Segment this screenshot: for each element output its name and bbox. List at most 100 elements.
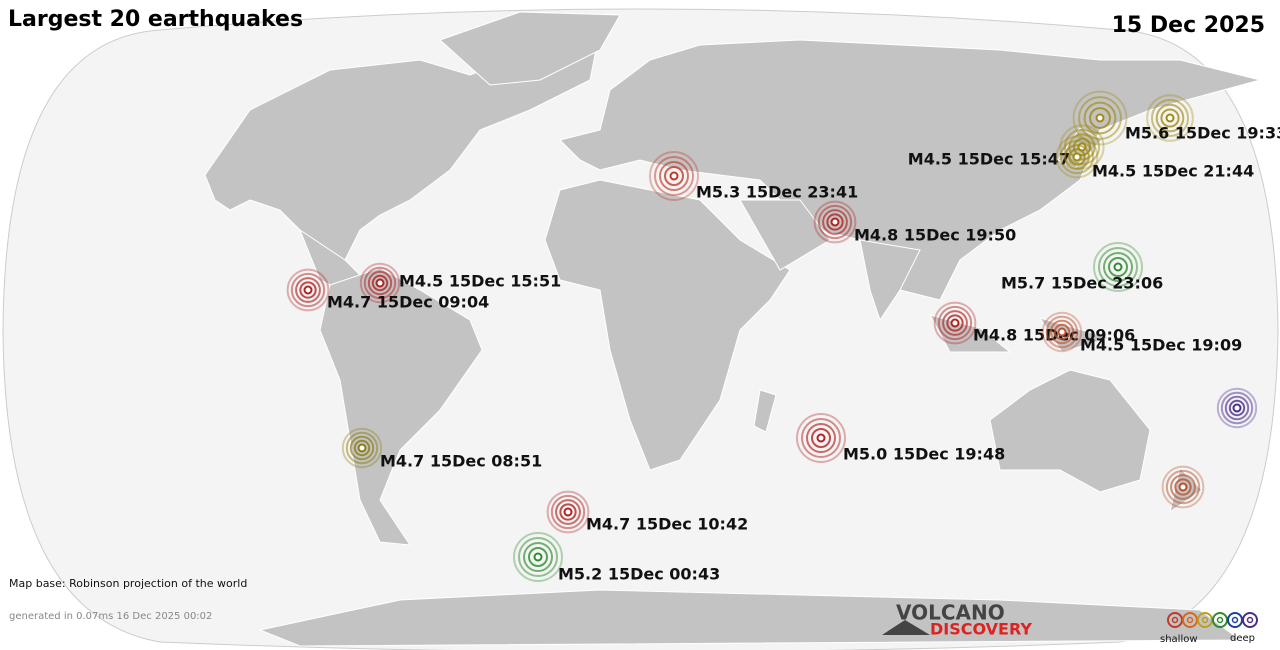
quake-label: M4.5 15Dec 15:47 <box>908 150 1070 169</box>
quake-ring <box>822 209 848 235</box>
quake-center <box>563 507 573 517</box>
quake-ring <box>1228 399 1246 417</box>
quake-center <box>1095 113 1105 123</box>
africa <box>544 179 791 471</box>
quake-ring <box>363 266 397 300</box>
quake-ring <box>1053 323 1071 341</box>
quake-ring <box>1078 96 1122 140</box>
quake-center <box>1178 482 1188 492</box>
quake-label: M5.3 15Dec 23:41 <box>696 183 858 202</box>
legend-swatch <box>1242 612 1258 628</box>
earthquakes: M5.6 15Dec 19:33 M4.5 15Dec 15:47 M4.5 15D… <box>286 90 1280 584</box>
quake-ring <box>826 213 844 231</box>
quake-label: M4.5 15Dec 21:44 <box>1092 162 1254 181</box>
quake-ring <box>1170 474 1196 500</box>
australia <box>989 369 1151 493</box>
arabia <box>739 199 831 271</box>
quake-ring <box>1055 135 1099 179</box>
quake-ring <box>555 499 581 525</box>
quake-ring <box>559 503 577 521</box>
quake-ring <box>664 166 684 186</box>
depth-legend <box>1167 612 1258 628</box>
quake-ring <box>801 418 841 458</box>
quake-center <box>1165 113 1175 123</box>
quake-ring <box>546 490 590 534</box>
quake-ring <box>813 200 857 244</box>
quake-center <box>830 217 840 227</box>
quake-ring <box>1093 242 1143 292</box>
quake-label: M4.7 15Dec 10:42 <box>586 515 748 534</box>
legend-deep: deep <box>1230 633 1255 644</box>
quake-ring <box>523 542 553 572</box>
quake-label: M4.5 15Dec 15:51 <box>399 272 561 291</box>
quake-ring <box>649 151 699 201</box>
title: Largest 20 earthquakes <box>8 7 303 32</box>
quake-ring <box>942 310 968 336</box>
quake-label: M4.5 15Dec 19:09 <box>1080 336 1242 355</box>
quake-ring <box>550 494 586 530</box>
legend-swatch-center <box>1171 616 1179 624</box>
quake-ring <box>1155 103 1185 133</box>
continents <box>204 11 1262 647</box>
madagascar <box>753 389 777 433</box>
quake-ring <box>1108 257 1128 277</box>
quake-center <box>1232 403 1242 413</box>
quake-ring <box>1098 247 1138 287</box>
legend-swatch-center <box>1201 616 1209 624</box>
legend-swatch-center <box>1246 616 1254 624</box>
legend-swatch <box>1227 612 1243 628</box>
quake-ring <box>817 204 853 240</box>
quake-ring <box>1089 107 1111 129</box>
eurasia <box>559 39 1262 301</box>
quake-ring <box>1083 101 1117 135</box>
logo-discovery[interactable]: DISCOVERY <box>930 620 1032 639</box>
legend-shallow: shallow <box>1160 634 1198 645</box>
quake-ring <box>295 277 321 303</box>
antarctica <box>258 589 1242 647</box>
quake-ring <box>1072 90 1128 146</box>
date: 15 Dec 2025 <box>1112 13 1265 38</box>
quake-center <box>357 443 367 453</box>
quake-ring <box>1059 139 1095 175</box>
quake-ring <box>513 532 563 582</box>
quake-ring <box>1161 465 1205 509</box>
quake-ring <box>1045 315 1079 349</box>
quake-ring <box>286 268 330 312</box>
quake-center <box>950 318 960 328</box>
generated-note: generated in 0.07ms 16 Dec 2025 00:02 <box>9 611 212 622</box>
quake-ring <box>1150 98 1190 138</box>
quake-ring <box>518 537 558 577</box>
quake-ring <box>1160 108 1180 128</box>
quake-ring <box>937 305 973 341</box>
quake-label: M4.8 15Dec 09:06 <box>973 326 1135 345</box>
quake-label: M5.2 15Dec 00:43 <box>558 565 720 584</box>
quake-ring <box>1146 94 1194 142</box>
quake-center <box>1113 262 1123 272</box>
north-america <box>204 29 601 261</box>
quake-ring <box>299 281 317 299</box>
quake-ring <box>796 413 846 463</box>
legend-swatch-center <box>1231 616 1239 624</box>
quake-label: M5.6 15Dec 19:33 <box>1125 124 1280 143</box>
quake-ring <box>359 262 401 304</box>
quake-center <box>1057 327 1067 337</box>
india <box>859 239 921 322</box>
legend-swatch-center <box>1186 616 1194 624</box>
quake-ring <box>1064 144 1090 170</box>
quake-ring <box>1103 252 1133 282</box>
quake-center <box>669 171 679 181</box>
quake-center <box>375 278 385 288</box>
quake-ring <box>654 156 694 196</box>
logo-volcano[interactable]: VOLCANO <box>896 601 1005 625</box>
quake-ring <box>1220 391 1254 425</box>
quake-center <box>1072 152 1082 162</box>
quake-center <box>533 552 543 562</box>
quake-ring <box>933 301 977 345</box>
quake-ring <box>1165 469 1201 505</box>
logo-icon <box>882 620 930 635</box>
quake-ring <box>367 270 393 296</box>
quake-ring <box>811 428 831 448</box>
quake-label: M5.0 15Dec 19:48 <box>843 445 1005 464</box>
greenland <box>439 11 621 86</box>
